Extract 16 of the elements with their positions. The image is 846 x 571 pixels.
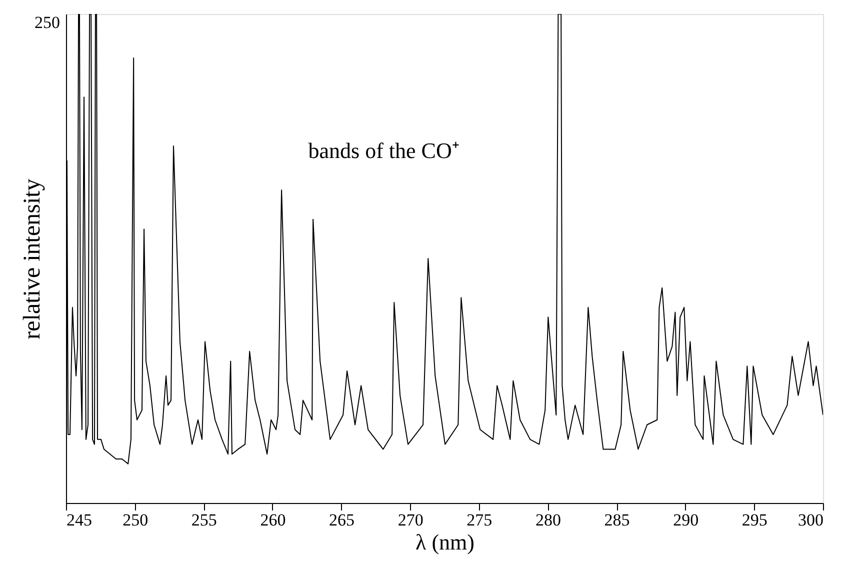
annotation: bands of the CO⁺ xyxy=(308,138,459,163)
text: 250 xyxy=(34,13,60,32)
x-tick-label: 300 xyxy=(798,510,824,530)
x-tick-label: 285 xyxy=(604,510,630,530)
y-axis-title: relative intensity xyxy=(20,178,46,340)
x-tick-label: 295 xyxy=(742,510,768,530)
x-tick-label: 260 xyxy=(260,510,286,530)
x-tick-label: 245 xyxy=(66,510,92,530)
x-axis-title: λ (nm) xyxy=(416,530,474,554)
x-tick-label: 270 xyxy=(398,510,424,530)
x-tick-label: 280 xyxy=(535,510,561,530)
x-tick-label: 255 xyxy=(191,510,217,530)
x-tick-label: 265 xyxy=(329,510,355,530)
x-tick-label: 250 xyxy=(122,510,148,530)
x-tick-label: 290 xyxy=(673,510,699,530)
x-tick-label: 275 xyxy=(466,510,492,530)
